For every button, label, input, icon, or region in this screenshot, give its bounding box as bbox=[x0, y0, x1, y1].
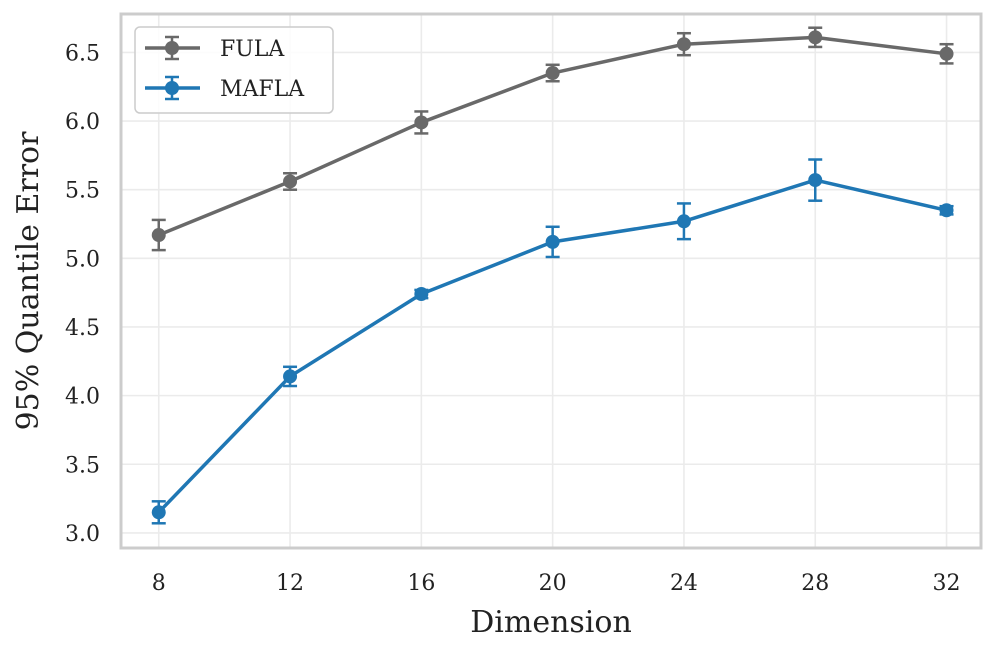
data-point bbox=[808, 30, 823, 45]
y-tick-label: 3.5 bbox=[65, 453, 100, 478]
y-tick-label: 5.0 bbox=[65, 247, 100, 272]
x-axis-label: Dimension bbox=[470, 605, 632, 640]
data-point bbox=[676, 37, 691, 52]
plot-frame bbox=[119, 12, 983, 550]
y-tick-label: 6.0 bbox=[65, 110, 100, 135]
x-tick-label: 20 bbox=[539, 571, 567, 596]
legend-entry-fula: FULA bbox=[145, 35, 285, 62]
data-point bbox=[939, 203, 954, 218]
series-layer bbox=[151, 26, 954, 525]
x-tick-label: 12 bbox=[276, 571, 304, 596]
legend-label-fula: FULA bbox=[220, 37, 285, 62]
legend-marker-mafla bbox=[165, 81, 179, 95]
data-point bbox=[414, 115, 429, 130]
y-axis-label: 95% Quantile Error bbox=[11, 131, 46, 431]
data-point bbox=[808, 173, 823, 188]
legend-label-mafla: MAFLA bbox=[220, 77, 305, 102]
x-tick-label: 16 bbox=[407, 571, 435, 596]
x-tick-label: 24 bbox=[670, 571, 698, 596]
data-point bbox=[939, 46, 954, 61]
x-tick-label: 28 bbox=[801, 571, 829, 596]
tick-labels: 8 12 16 20 24 28 32 3.0 3.5 4.0 4.5 5.0 5.5 6.0 6.5 bbox=[65, 41, 961, 596]
y-tick-label: 4.0 bbox=[65, 385, 100, 410]
data-point bbox=[283, 369, 298, 384]
grid bbox=[121, 14, 981, 548]
data-point bbox=[676, 214, 691, 229]
data-point bbox=[283, 174, 298, 189]
data-point bbox=[151, 228, 166, 243]
series-fula bbox=[151, 26, 954, 252]
legend: FULA MAFLA bbox=[134, 26, 334, 114]
data-point bbox=[151, 505, 166, 520]
x-tick-label: 8 bbox=[152, 571, 166, 596]
y-tick-label: 6.5 bbox=[65, 41, 100, 66]
y-tick-label: 4.5 bbox=[65, 316, 100, 341]
legend-entry-mafla: MAFLA bbox=[145, 75, 305, 102]
y-tick-label: 3.0 bbox=[65, 522, 100, 547]
x-tick-label: 32 bbox=[933, 571, 961, 596]
y-tick-label: 5.5 bbox=[65, 179, 100, 204]
legend-marker-fula bbox=[165, 41, 179, 55]
data-point bbox=[414, 287, 429, 302]
series-mafla bbox=[151, 158, 954, 525]
data-point bbox=[545, 66, 560, 81]
data-point bbox=[545, 234, 560, 249]
